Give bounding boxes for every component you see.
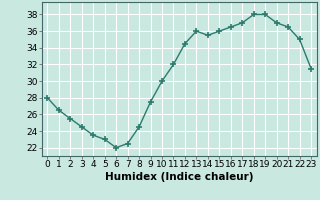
X-axis label: Humidex (Indice chaleur): Humidex (Indice chaleur) [105,172,253,182]
